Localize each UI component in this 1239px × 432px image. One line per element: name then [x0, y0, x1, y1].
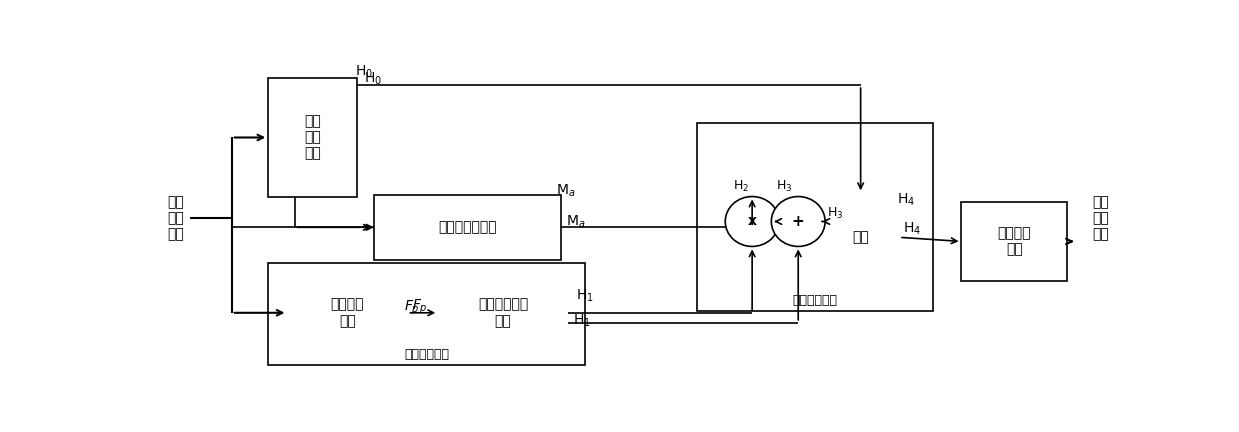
Text: H$_1$: H$_1$: [576, 287, 593, 304]
Text: 超分辨率重建
网络: 超分辨率重建 网络: [478, 298, 528, 328]
Bar: [823, 193, 900, 281]
Bar: [698, 124, 933, 311]
Text: x: x: [747, 214, 757, 229]
Text: H$_4$: H$_4$: [897, 192, 914, 208]
Text: H$_0$: H$_0$: [356, 64, 373, 80]
Text: M$_a$: M$_a$: [556, 183, 576, 199]
Text: 重建
超声
图像: 重建 超声 图像: [1093, 195, 1109, 241]
Text: H$_3$: H$_3$: [828, 206, 844, 221]
Text: H$_3$: H$_3$: [776, 179, 792, 194]
Bar: [374, 195, 561, 260]
Text: $F_p$: $F_p$: [404, 299, 420, 317]
Bar: [439, 277, 567, 349]
Text: H$_2$: H$_2$: [732, 179, 748, 194]
Text: 特征重建网络: 特征重建网络: [404, 347, 449, 361]
Bar: [961, 201, 1067, 281]
Text: 图像
插值
单元: 图像 插值 单元: [304, 114, 321, 161]
Bar: [268, 263, 585, 365]
Ellipse shape: [772, 197, 825, 246]
Text: 拼接: 拼接: [852, 230, 869, 244]
Bar: [287, 277, 408, 349]
Text: H$_2$: H$_2$: [781, 206, 797, 221]
Ellipse shape: [725, 197, 779, 246]
Text: H$_1$: H$_1$: [572, 313, 591, 329]
Text: H$_0$: H$_0$: [364, 71, 383, 87]
Text: +: +: [792, 214, 804, 229]
Text: 输入
超声
图像: 输入 超声 图像: [167, 195, 185, 241]
Text: 卷积输出
单元: 卷积输出 单元: [997, 226, 1031, 257]
Text: $F_p$: $F_p$: [413, 298, 427, 316]
Text: 注意力机制网络: 注意力机制网络: [439, 220, 497, 234]
Text: M$_a$: M$_a$: [566, 213, 585, 229]
Text: 特征提取
网络: 特征提取 网络: [331, 298, 364, 328]
Text: H$_4$: H$_4$: [903, 221, 921, 237]
Bar: [268, 79, 357, 197]
Text: 全局残差单元: 全局残差单元: [793, 294, 838, 307]
